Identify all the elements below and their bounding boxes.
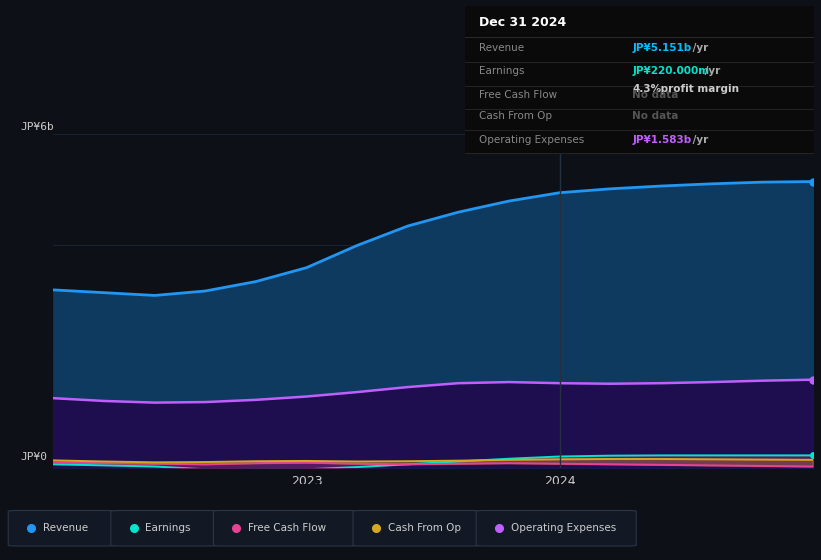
Text: JP¥5.151b: JP¥5.151b (632, 43, 691, 53)
Text: Free Cash Flow: Free Cash Flow (248, 523, 326, 533)
FancyBboxPatch shape (8, 511, 115, 546)
Text: /yr: /yr (701, 67, 721, 77)
Text: JP¥1.583b: JP¥1.583b (632, 135, 691, 144)
Text: Earnings: Earnings (145, 523, 190, 533)
Text: JP¥6b: JP¥6b (21, 122, 54, 132)
Text: /yr: /yr (689, 135, 708, 144)
FancyBboxPatch shape (353, 511, 480, 546)
Text: Cash From Op: Cash From Op (479, 111, 552, 121)
Text: 4.3%: 4.3% (632, 84, 661, 94)
Text: Operating Expenses: Operating Expenses (511, 523, 616, 533)
Text: JP¥220.000m: JP¥220.000m (632, 67, 709, 77)
Text: Operating Expenses: Operating Expenses (479, 135, 584, 144)
FancyBboxPatch shape (213, 511, 357, 546)
Text: Cash From Op: Cash From Op (388, 523, 461, 533)
Text: JP¥0: JP¥0 (21, 452, 48, 462)
FancyBboxPatch shape (111, 511, 218, 546)
Text: profit margin: profit margin (658, 84, 739, 94)
Text: Earnings: Earnings (479, 67, 524, 77)
Text: Free Cash Flow: Free Cash Flow (479, 90, 557, 100)
FancyBboxPatch shape (476, 511, 636, 546)
Text: Revenue: Revenue (43, 523, 88, 533)
Text: Dec 31 2024: Dec 31 2024 (479, 16, 566, 29)
Text: /yr: /yr (689, 43, 708, 53)
Text: No data: No data (632, 111, 678, 121)
Text: Revenue: Revenue (479, 43, 524, 53)
Text: No data: No data (632, 90, 678, 100)
